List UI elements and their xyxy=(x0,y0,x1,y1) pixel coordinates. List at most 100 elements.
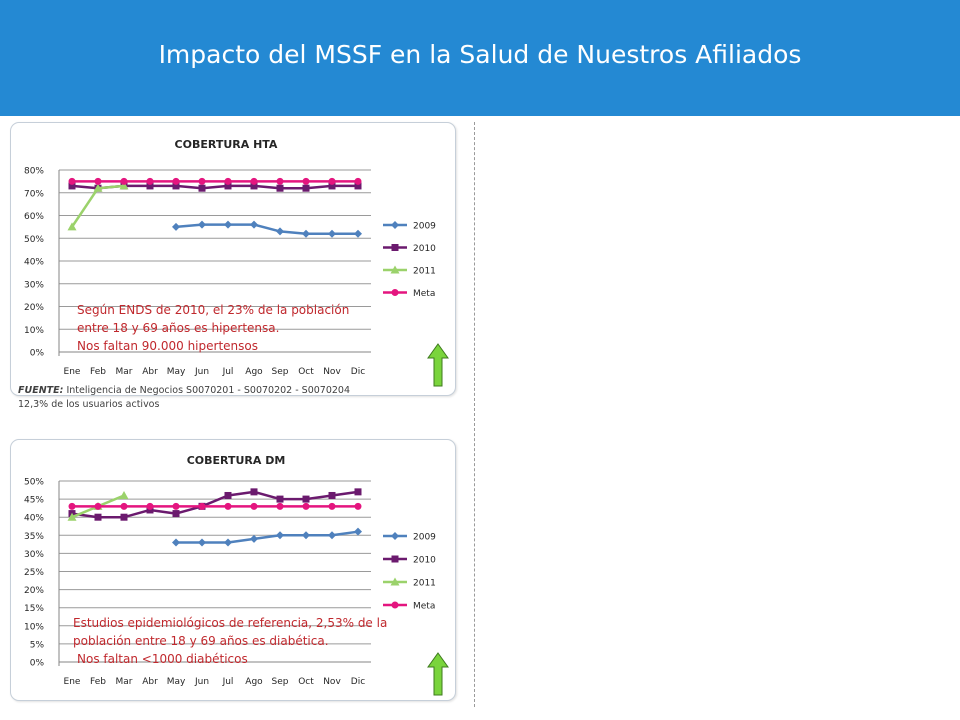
data-point xyxy=(302,495,310,503)
data-point xyxy=(354,177,362,185)
data-point xyxy=(93,183,103,192)
legend-label: Meta xyxy=(413,289,435,299)
data-point xyxy=(302,502,310,510)
legend-label: Meta xyxy=(413,602,435,612)
data-point xyxy=(354,527,362,536)
x-tick-label: Feb xyxy=(90,677,106,687)
data-point xyxy=(276,531,284,540)
x-tick-label: Oct xyxy=(298,367,314,377)
data-point xyxy=(172,182,180,190)
x-tick-label: May xyxy=(167,677,186,687)
data-point xyxy=(224,177,232,185)
chart-hta: COBERTURA HTA 0% 10% 20% 30% 40% 50% 60% 70% 80% E… xyxy=(24,138,436,377)
data-point xyxy=(250,534,258,543)
data-point xyxy=(172,177,180,185)
data-point xyxy=(250,177,258,185)
data-point xyxy=(302,177,310,185)
chart-dm: COBERTURA DM 0% 5% 10% 15% 20% 25% 30% 35% 40% 45%… xyxy=(24,454,436,687)
data-point xyxy=(328,531,336,540)
y-tick-label: 25% xyxy=(24,568,44,578)
annotation-text: Según ENDS de 2010, el 23% de la poblaci… xyxy=(77,303,349,317)
y-tick-label: 50% xyxy=(24,478,44,488)
data-point xyxy=(276,177,284,185)
x-tick-label: Ago xyxy=(245,367,263,377)
data-point xyxy=(119,490,129,499)
data-point xyxy=(250,488,258,496)
data-point xyxy=(276,227,284,236)
data-point xyxy=(354,488,362,496)
legend-label: 2011 xyxy=(413,579,436,589)
source-user-note: 12,3% de los usuarios activos xyxy=(18,399,160,410)
data-point xyxy=(276,495,284,503)
annotation-text: Estudios epidemiológicos de referencia, … xyxy=(73,616,387,630)
y-tick-label: 15% xyxy=(24,604,44,614)
x-tick-label: Abr xyxy=(142,677,158,687)
data-point xyxy=(68,502,76,510)
up-arrow-icon xyxy=(427,652,449,696)
y-tick-label: 40% xyxy=(24,514,44,524)
y-tick-label: 10% xyxy=(24,622,44,632)
legend-marker xyxy=(391,555,399,563)
y-tick-label: 35% xyxy=(24,532,44,542)
data-point xyxy=(328,502,336,510)
series-line xyxy=(175,223,358,235)
source-note: FUENTE: Inteligencia de Negocios S007020… xyxy=(18,384,350,412)
x-tick-label: Sep xyxy=(272,367,289,377)
y-tick-label: 45% xyxy=(24,496,44,506)
vertical-divider xyxy=(474,122,475,707)
chart-panel-dm: COBERTURA DM 0% 5% 10% 15% 20% 25% 30% 35% 40% 45%… xyxy=(10,439,456,701)
header-bar: Impacto del MSSF en la Salud de Nuestros… xyxy=(0,0,960,116)
data-point xyxy=(276,502,284,510)
x-tick-label: Ago xyxy=(245,677,263,687)
data-point xyxy=(94,177,102,185)
data-point xyxy=(198,177,206,185)
x-tick-label: Dic xyxy=(351,367,365,377)
data-point xyxy=(68,182,76,190)
annotation-text: Nos faltan <1000 diabéticos xyxy=(77,652,248,666)
x-tick-label: Oct xyxy=(298,677,314,687)
y-tick-label: 0% xyxy=(30,659,45,669)
data-point xyxy=(172,538,180,547)
x-tick-label: Feb xyxy=(90,367,106,377)
data-point xyxy=(198,538,206,547)
data-point xyxy=(146,177,154,185)
data-point xyxy=(302,229,310,238)
x-tick-label: Sep xyxy=(272,677,289,687)
legend-marker xyxy=(391,221,399,229)
data-point xyxy=(120,177,128,185)
y-tick-label: 50% xyxy=(24,235,44,245)
annotation-text: población entre 18 y 69 años es diabétic… xyxy=(73,634,329,648)
data-point xyxy=(328,177,336,185)
data-point xyxy=(354,229,362,238)
y-tick-label: 40% xyxy=(24,258,44,268)
data-point xyxy=(224,502,232,510)
x-tick-label: Ene xyxy=(64,677,81,687)
data-point xyxy=(68,177,76,185)
data-point xyxy=(302,184,310,192)
chart-title: COBERTURA DM xyxy=(187,454,286,467)
data-point xyxy=(172,222,180,231)
y-tick-label: 10% xyxy=(24,326,44,336)
legend-marker xyxy=(390,265,400,274)
y-tick-label: 20% xyxy=(24,303,44,313)
x-tick-label: May xyxy=(167,367,186,377)
data-point xyxy=(224,491,232,499)
data-point xyxy=(250,220,258,229)
data-point xyxy=(119,181,129,190)
x-tick-label: Jul xyxy=(222,367,234,377)
data-point xyxy=(250,502,258,510)
data-point xyxy=(94,502,102,510)
chart-panel-hta: COBERTURA HTA 0% 10% 20% 30% 40% 50% 60% 70% 80% E… xyxy=(10,122,456,396)
source-text: Inteligencia de Negocios S0070201 - S007… xyxy=(66,385,351,396)
data-point xyxy=(120,513,128,521)
legend-label: 2011 xyxy=(413,267,436,277)
data-point xyxy=(172,510,180,518)
x-tick-label: Jun xyxy=(194,677,209,687)
x-tick-label: Ene xyxy=(64,367,81,377)
x-tick-label: Nov xyxy=(323,367,341,377)
series-Meta xyxy=(68,502,362,510)
data-point xyxy=(67,222,77,231)
legend-label: 2009 xyxy=(413,533,436,543)
x-tick-label: Jun xyxy=(194,367,209,377)
legend-label: 2009 xyxy=(413,222,436,232)
